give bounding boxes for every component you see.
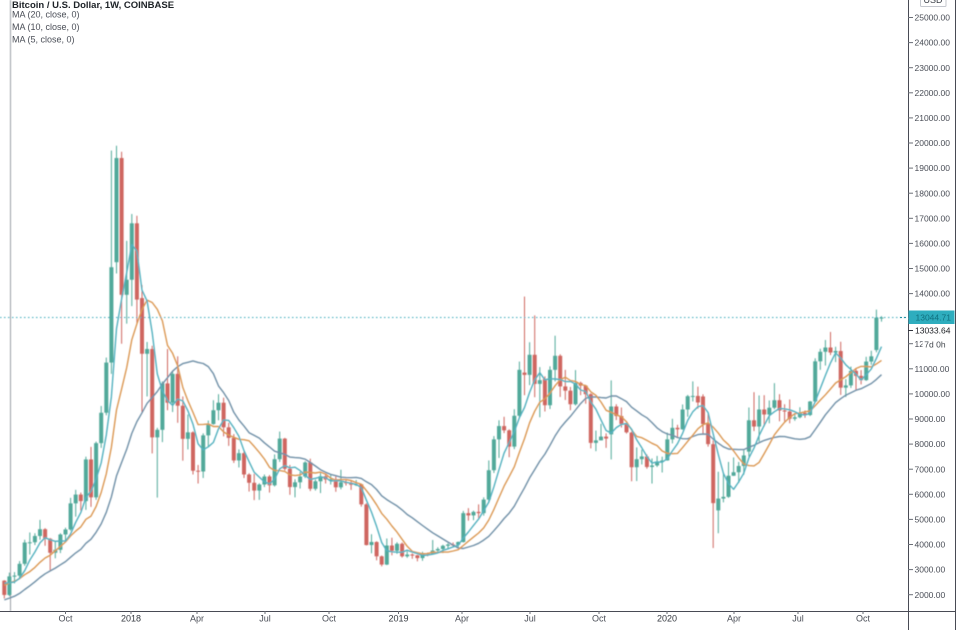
svg-text:MA (5, close, 0): MA (5, close, 0): [12, 35, 75, 45]
svg-text:17000.00: 17000.00: [915, 213, 951, 223]
svg-text:Jul: Jul: [524, 614, 536, 624]
svg-text:2000.00: 2000.00: [915, 590, 946, 600]
svg-text:Jul: Jul: [259, 614, 271, 624]
svg-text:23000.00: 23000.00: [915, 63, 951, 73]
svg-text:Apr: Apr: [455, 614, 469, 624]
svg-text:11000.00: 11000.00: [915, 364, 950, 374]
svg-text:21000.00: 21000.00: [915, 113, 951, 123]
svg-text:MA (10, close, 0): MA (10, close, 0): [12, 22, 80, 32]
svg-text:Apr: Apr: [727, 614, 741, 624]
svg-text:13044.71: 13044.71: [916, 313, 952, 323]
svg-text:24000.00: 24000.00: [915, 38, 951, 48]
svg-text:13033.64: 13033.64: [915, 326, 951, 336]
svg-text:Oct: Oct: [322, 614, 337, 624]
svg-text:5000.00: 5000.00: [915, 515, 946, 525]
svg-text:8000.00: 8000.00: [915, 439, 946, 449]
svg-text:22000.00: 22000.00: [915, 88, 951, 98]
svg-text:MA (20, close, 0): MA (20, close, 0): [12, 10, 80, 20]
svg-text:3000.00: 3000.00: [915, 565, 946, 575]
svg-text:6000.00: 6000.00: [915, 489, 946, 499]
svg-text:25000.00: 25000.00: [915, 13, 951, 23]
svg-text:9000.00: 9000.00: [915, 414, 946, 424]
svg-text:2018: 2018: [121, 614, 141, 624]
svg-text:2019: 2019: [388, 614, 408, 624]
svg-text:20000.00: 20000.00: [915, 138, 951, 148]
svg-text:10000.00: 10000.00: [915, 389, 951, 399]
svg-text:14000.00: 14000.00: [915, 289, 951, 299]
svg-text:USD: USD: [923, 0, 943, 5]
svg-text:16000.00: 16000.00: [915, 239, 951, 249]
svg-text:Apr: Apr: [190, 614, 204, 624]
svg-text:19000.00: 19000.00: [915, 163, 951, 173]
svg-text:Oct: Oct: [58, 614, 73, 624]
svg-text:7d 0h: 7d 0h: [924, 339, 946, 349]
svg-text:Jul: Jul: [792, 614, 804, 624]
svg-text:7000.00: 7000.00: [915, 464, 946, 474]
svg-text:Oct: Oct: [592, 614, 607, 624]
svg-text:Bitcoin / U.S. Dollar, 1W, COI: Bitcoin / U.S. Dollar, 1W, COINBASE: [12, 0, 174, 11]
svg-text:4000.00: 4000.00: [915, 540, 946, 550]
svg-text:18000.00: 18000.00: [915, 188, 951, 198]
svg-text:Oct: Oct: [856, 614, 871, 624]
svg-text:2020: 2020: [657, 614, 677, 624]
svg-text:15000.00: 15000.00: [915, 264, 951, 274]
